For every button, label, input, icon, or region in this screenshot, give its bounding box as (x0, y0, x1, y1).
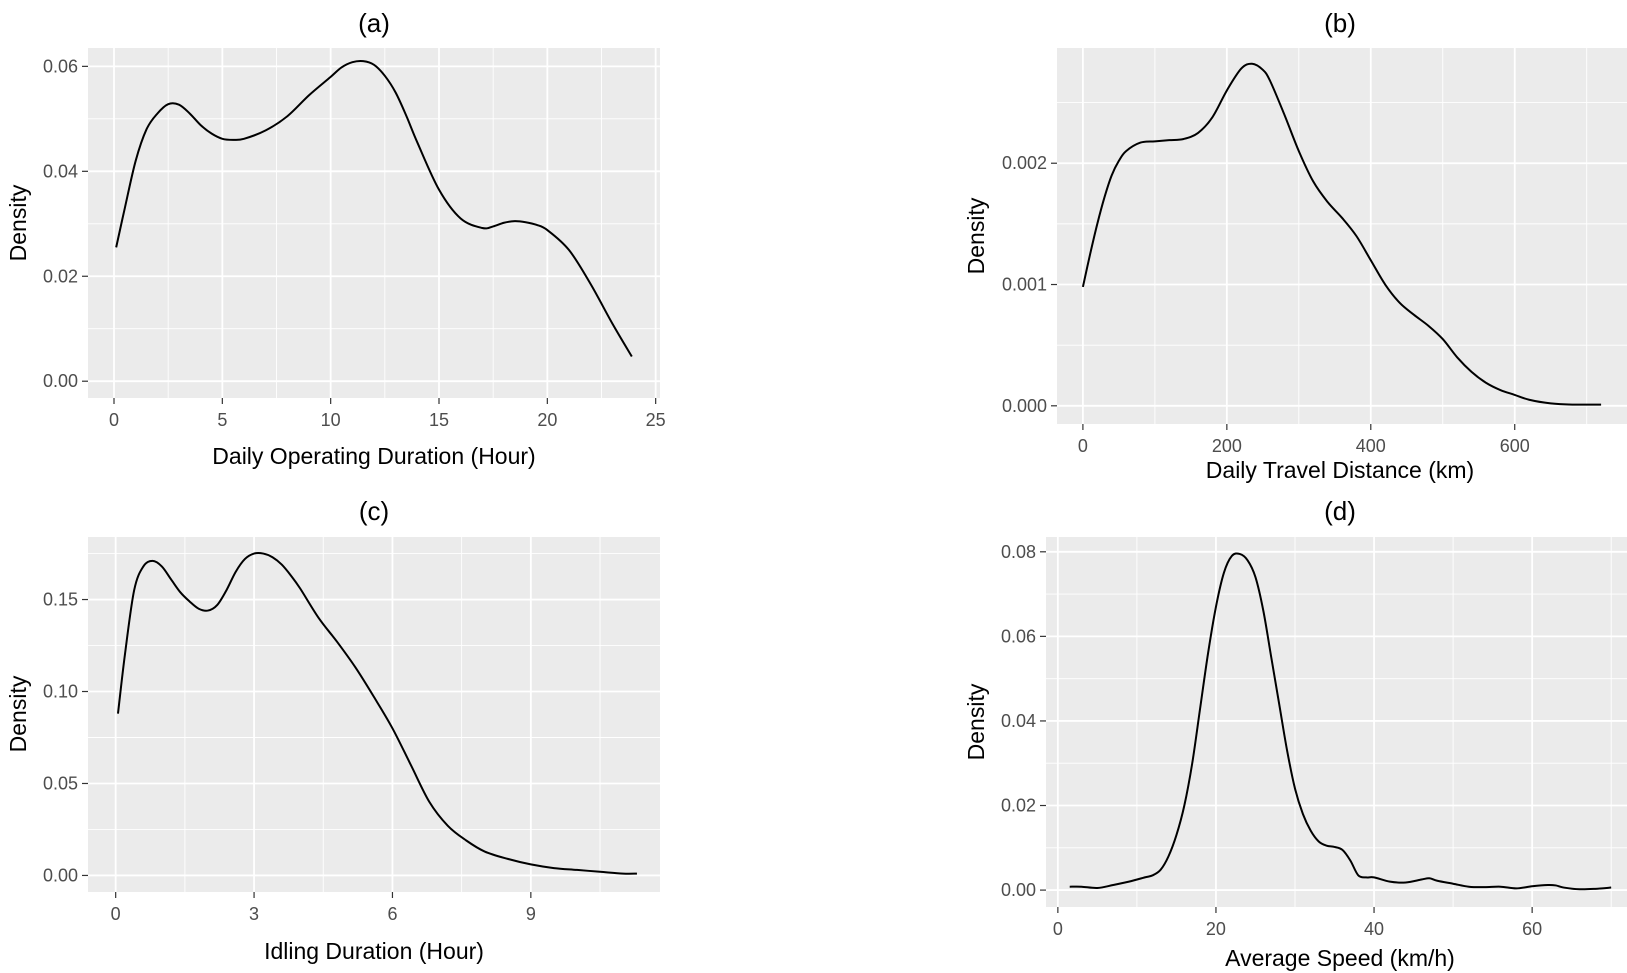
panel-a-x-tick-label: 25 (646, 410, 666, 430)
panel-a-density-curve (115, 59, 633, 358)
panel-a-y-tick-label: 0.04 (43, 161, 78, 181)
panel-c-x-tick-label: 6 (387, 904, 397, 924)
panel-a-x-tick-label: 15 (429, 410, 449, 430)
panel-d-x-tick-label: 0 (1053, 919, 1063, 939)
panel-d-y-tick-label: 0.00 (1001, 880, 1036, 900)
panel-d-x-axis-title: Average Speed (km/h) (1225, 945, 1455, 971)
panel-c-x-tick-label: 0 (111, 904, 121, 924)
panel-a-x-tick-label: 5 (217, 410, 227, 430)
panel-a-x-tick-label: 0 (109, 410, 119, 430)
panel-b-y-tick-label: 0.000 (1002, 396, 1047, 416)
panel-d-x-tick-label: 20 (1206, 919, 1226, 939)
panel-d-y-tick-label: 0.06 (1001, 626, 1036, 646)
panel-b: 0 200 400 600 0.000 0.001 0.002 (b) Daily Trav… (963, 8, 1627, 483)
panel-b-title: (b) (1324, 8, 1356, 38)
panel-b-x-tick-label: 600 (1500, 436, 1530, 456)
panel-d-y-tick-label: 0.08 (1001, 542, 1036, 562)
panel-c-y-tick-label: 0.10 (43, 682, 78, 702)
panel-b-y-tick-label: 0.001 (1002, 275, 1047, 295)
panel-b-x-tick-label: 200 (1212, 436, 1242, 456)
panel-d: 0 20 40 60 0.00 0.02 0.04 0.06 0.08 (d) Average … (963, 496, 1627, 971)
panel-d-y-axis-title: Density (963, 683, 989, 760)
panel-d-x-tick-label: 40 (1364, 919, 1384, 939)
panel-a-y-tick-label: 0.06 (43, 56, 78, 76)
panel-d-y-tick-label: 0.02 (1001, 796, 1036, 816)
panel-c-x-tick-label: 3 (249, 904, 259, 924)
panel-a-x-tick-label: 10 (321, 410, 341, 430)
panel-b-y-axis-title: Density (963, 197, 989, 274)
panel-b-x-tick-label: 400 (1356, 436, 1386, 456)
panel-c-x-axis-title: Idling Duration (Hour) (264, 938, 484, 964)
panel-b-y-tick-label: 0.002 (1002, 153, 1047, 173)
panel-c-plot-layer: 0 3 6 9 0.00 0.05 0.10 0.15 (43, 537, 660, 924)
panel-a-y-tick-label: 0.00 (43, 371, 78, 391)
panel-c-y-tick-label: 0.05 (43, 773, 78, 793)
panel-c-plot-background (88, 537, 660, 892)
panel-d-density-curve (1069, 552, 1612, 891)
panel-a-x-tick-label: 20 (537, 410, 557, 430)
panel-b-x-axis-title: Daily Travel Distance (km) (1206, 457, 1474, 483)
panel-c-y-tick-label: 0.15 (43, 590, 78, 610)
panel-c-y-axis-title: Density (5, 675, 31, 752)
panel-d-title: (d) (1324, 496, 1356, 526)
panel-c-title: (c) (359, 496, 389, 526)
panel-a-plot-background (88, 48, 660, 398)
panel-c: 0 3 6 9 0.00 0.05 0.10 0.15 (c) Idling Duration… (5, 496, 660, 964)
panel-c-x-tick-label: 9 (526, 904, 536, 924)
panel-b-density-curve (1081, 62, 1602, 406)
panel-a: 0 5 10 15 20 25 0.00 0.02 0.04 0.06 (a) Daily Ope… (5, 8, 666, 469)
panel-d-plot-background (1046, 537, 1627, 907)
panel-d-plot-layer: 0 20 40 60 0.00 0.02 0.04 0.06 0.08 (1001, 537, 1627, 939)
panel-a-y-tick-label: 0.02 (43, 266, 78, 286)
panel-d-x-tick-label: 60 (1522, 919, 1542, 939)
panel-c-density-curve (116, 551, 637, 875)
panel-a-title: (a) (358, 8, 390, 38)
panel-c-y-tick-label: 0.00 (43, 865, 78, 885)
panel-a-y-axis-title: Density (5, 184, 31, 261)
panel-a-x-axis-title: Daily Operating Duration (Hour) (212, 443, 535, 469)
panel-a-plot-layer: 0 5 10 15 20 25 0.00 0.02 0.04 0.06 (43, 48, 666, 430)
panel-b-x-tick-label: 0 (1078, 436, 1088, 456)
panel-b-plot-layer: 0 200 400 600 0.000 0.001 0.002 (1002, 48, 1627, 456)
panel-d-y-tick-label: 0.04 (1001, 711, 1036, 731)
panel-b-plot-background (1057, 48, 1627, 424)
